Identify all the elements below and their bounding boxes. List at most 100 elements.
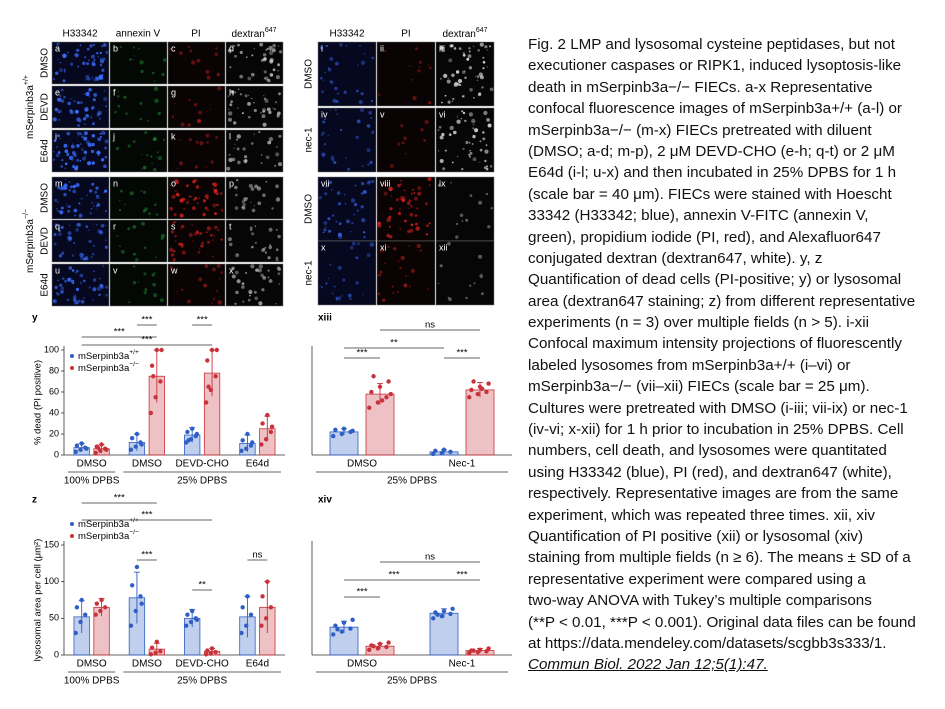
cell-speckle — [253, 101, 255, 104]
cell-speckle — [179, 198, 184, 203]
cell-speckle — [80, 197, 83, 200]
cell-speckle — [216, 289, 218, 292]
data-point — [74, 443, 80, 448]
row-label: E64d — [40, 273, 51, 296]
cell-speckle — [197, 202, 199, 204]
cell-speckle — [362, 190, 367, 194]
cell-speckle — [105, 293, 109, 297]
cell-speckle — [441, 132, 445, 137]
cell-speckle — [91, 60, 96, 65]
cell-speckle — [177, 194, 180, 197]
data-point — [74, 605, 80, 610]
cell-speckle — [99, 132, 102, 135]
y-tick-label: 150 — [44, 539, 59, 549]
cell-speckle — [153, 271, 156, 274]
cell-speckle — [335, 220, 338, 223]
significance-label: ns — [252, 550, 262, 561]
cell-speckle — [186, 184, 189, 187]
cell-speckle — [147, 119, 150, 122]
cell-speckle — [76, 117, 81, 122]
cell-speckle — [477, 49, 480, 52]
cell-speckle — [236, 134, 241, 139]
cell-speckle — [424, 202, 428, 206]
cell-speckle — [249, 228, 253, 231]
cell-speckle — [381, 249, 385, 253]
cell-speckle — [438, 150, 440, 152]
cell-speckle — [260, 273, 264, 277]
data-point — [206, 384, 211, 389]
cell-speckle — [101, 44, 104, 48]
cell-speckle — [437, 183, 441, 187]
cell-speckle — [458, 79, 462, 83]
cell-speckle — [466, 57, 470, 61]
cell-speckle — [338, 202, 341, 206]
legend-marker — [70, 366, 74, 370]
cell-speckle — [415, 47, 418, 51]
cell-speckle — [99, 118, 101, 120]
cell-speckle — [87, 77, 91, 81]
cell-speckle — [416, 207, 419, 210]
micrograph: i — [51, 129, 110, 173]
bar — [465, 389, 495, 456]
data-point — [260, 594, 265, 599]
cell-speckle — [319, 46, 324, 50]
cell-speckle — [157, 151, 159, 154]
panel-letter: u — [55, 265, 60, 275]
row-label: DEVD — [40, 93, 51, 121]
cell-speckle — [327, 67, 332, 72]
cell-speckle — [322, 231, 325, 234]
cell-speckle — [409, 228, 414, 233]
data-point — [139, 442, 144, 447]
cell-speckle — [386, 217, 391, 222]
cell-speckle — [54, 107, 59, 112]
cell-speckle — [205, 133, 210, 138]
data-point — [448, 449, 453, 455]
cell-speckle — [465, 296, 468, 300]
cell-speckle — [125, 112, 128, 115]
caption-line: Cultures were pretreated with DMSO (i-ii… — [528, 399, 908, 417]
cell-speckle — [210, 160, 214, 164]
cell-speckle — [96, 52, 99, 55]
cell-speckle — [268, 110, 272, 115]
cell-speckle — [439, 135, 444, 140]
cell-speckle — [242, 147, 246, 151]
cell-speckle — [455, 235, 459, 239]
cell-speckle — [91, 106, 95, 110]
figure: H33342 annexin V PI dextran647 mSerpinb3a+/+… — [23, 27, 512, 687]
cell-speckle — [59, 187, 64, 191]
cell-speckle — [268, 279, 273, 283]
cell-speckle — [189, 49, 193, 53]
cell-speckle — [87, 229, 90, 231]
cell-speckle — [331, 214, 335, 217]
cell-speckle — [195, 230, 199, 233]
cell-speckle — [242, 112, 245, 114]
data-point — [268, 429, 274, 435]
x-tick-label: DMSO — [132, 459, 162, 470]
x-tick-label: DEVD-CHO — [175, 659, 229, 670]
cell-speckle — [419, 249, 422, 252]
panel-letter: z — [32, 495, 37, 506]
cell-speckle — [357, 64, 359, 66]
x-tick-label: E64d — [246, 459, 269, 470]
cell-speckle — [62, 79, 66, 83]
cell-speckle — [263, 70, 267, 74]
cell-speckle — [180, 288, 184, 291]
legend-marker — [70, 534, 74, 538]
data-point — [431, 616, 436, 621]
cell-speckle — [216, 74, 219, 77]
cell-speckle — [83, 93, 86, 95]
cell-speckle — [234, 302, 237, 305]
panel-letter: iv — [321, 109, 328, 119]
cell-speckle — [181, 250, 186, 255]
cell-speckle — [188, 98, 191, 102]
micrograph-bg — [317, 107, 377, 173]
cell-speckle — [354, 184, 357, 187]
cell-speckle — [74, 294, 76, 296]
cell-speckle — [64, 162, 68, 166]
cell-speckle — [59, 137, 61, 140]
cell-speckle — [185, 200, 190, 205]
y-tick-label: 80 — [49, 365, 59, 375]
cell-speckle — [407, 229, 411, 234]
caption-line: Fig. 2 LMP and lysosomal cysteine peptid… — [528, 36, 895, 53]
caption-line: at https://data.mendeley.com/datasets/sc… — [528, 634, 887, 652]
